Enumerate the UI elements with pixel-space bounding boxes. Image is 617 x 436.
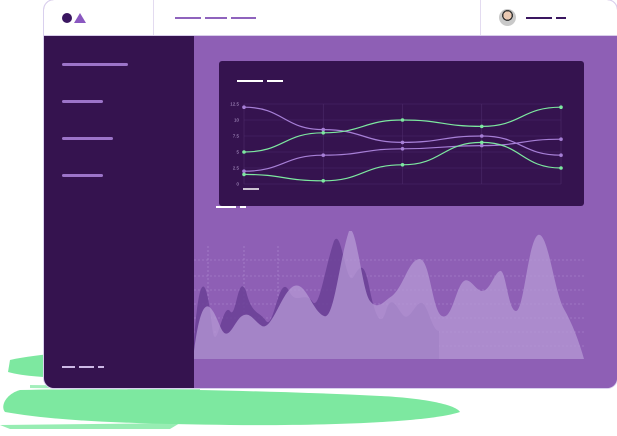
data-point bbox=[242, 172, 246, 177]
data-point bbox=[400, 118, 405, 122]
y-tick-label: 7.5 bbox=[233, 134, 240, 139]
nav-item[interactable] bbox=[175, 17, 201, 19]
data-point bbox=[479, 140, 484, 145]
avatar[interactable] bbox=[499, 9, 516, 26]
app-window: 0 2.5 5 7.5 10 12.5 bbox=[44, 0, 617, 388]
y-tick-label: 2.5 bbox=[233, 166, 240, 171]
logo[interactable] bbox=[44, 0, 154, 35]
sidebar-item[interactable] bbox=[62, 174, 103, 177]
data-point bbox=[242, 150, 246, 154]
line-chart: 0 2.5 5 7.5 10 12.5 bbox=[230, 102, 563, 190]
sidebar bbox=[44, 36, 194, 388]
area-chart bbox=[194, 231, 584, 359]
nav-item[interactable] bbox=[205, 17, 227, 19]
data-point bbox=[321, 127, 326, 132]
data-point bbox=[559, 166, 563, 170]
data-point bbox=[321, 179, 326, 183]
data-point bbox=[479, 124, 484, 129]
nav-item[interactable] bbox=[231, 17, 256, 19]
data-point bbox=[559, 137, 563, 141]
data-point bbox=[479, 143, 484, 148]
data-point bbox=[479, 134, 484, 138]
data-point bbox=[400, 163, 405, 167]
main-content: 0 2.5 5 7.5 10 12.5 bbox=[194, 36, 617, 388]
user-name-placeholder bbox=[526, 17, 570, 35]
data-point bbox=[559, 153, 563, 157]
top-nav bbox=[175, 17, 260, 35]
data-point bbox=[400, 147, 405, 151]
sidebar-footer[interactable] bbox=[62, 366, 108, 384]
y-tick-label: 12.5 bbox=[230, 102, 239, 107]
logo-circle-icon bbox=[62, 13, 72, 23]
data-point bbox=[400, 140, 405, 145]
card-title-placeholder bbox=[237, 80, 287, 98]
sidebar-item[interactable] bbox=[62, 137, 113, 140]
sidebar-item[interactable] bbox=[62, 63, 128, 66]
line-chart-card: 0 2.5 5 7.5 10 12.5 bbox=[219, 61, 584, 206]
top-bar bbox=[44, 0, 617, 36]
y-tick-label: 10 bbox=[234, 118, 240, 123]
data-point bbox=[559, 105, 563, 109]
data-point bbox=[321, 131, 326, 135]
data-point bbox=[242, 169, 246, 173]
data-point bbox=[321, 153, 326, 157]
sidebar-item[interactable] bbox=[62, 100, 103, 103]
logo-triangle-icon bbox=[74, 13, 86, 23]
y-tick-label: 0 bbox=[236, 182, 239, 187]
data-point bbox=[242, 105, 246, 109]
y-tick-label: 5 bbox=[236, 150, 239, 155]
chart-caption-placeholder bbox=[216, 206, 250, 224]
user-menu[interactable] bbox=[480, 0, 617, 35]
